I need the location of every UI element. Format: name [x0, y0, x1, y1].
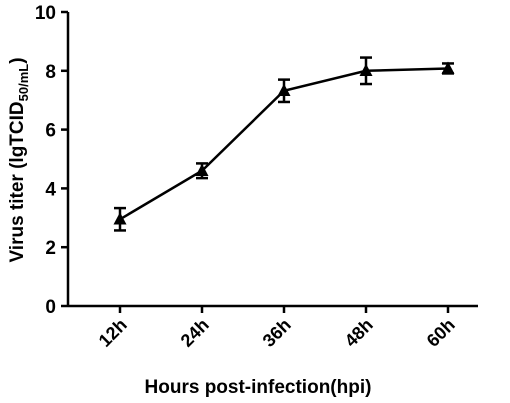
series-layer: [113, 56, 455, 232]
y-tick-label: 0: [45, 297, 56, 318]
data-point-triangle: [441, 61, 455, 74]
y-tick-label: 2: [45, 238, 56, 259]
y-axis-title: Virus titer (lgTCID50/mL): [7, 57, 31, 262]
y-tick-label: 8: [45, 62, 56, 83]
data-point-triangle: [113, 212, 127, 225]
axes: [66, 12, 478, 308]
data-point-triangle: [359, 63, 373, 77]
x-tick-label: 60h: [423, 315, 459, 351]
data-point-triangle: [277, 83, 291, 97]
x-tick-label: 12h: [95, 315, 131, 351]
data-point-triangle: [195, 163, 209, 177]
y-axis-title-sub: 50/mL: [16, 64, 31, 102]
y-axis-title-main: Virus titer (lgTCID: [7, 101, 28, 262]
y-tick-label: 10: [35, 3, 56, 24]
y-ticks: 0 2 4 6 8 10: [35, 3, 68, 318]
x-axis-title: Hours post-infection(hpi): [145, 377, 372, 398]
y-tick-label: 6: [45, 121, 56, 142]
y-tick-label: 4: [45, 179, 56, 200]
x-tick-label: 48h: [341, 315, 377, 351]
x-tick-label: 24h: [177, 315, 213, 351]
x-tick-label: 36h: [259, 315, 295, 351]
x-ticks: 12h 24h 36h 48h 60h: [95, 306, 459, 351]
y-axis-title-close: ): [7, 57, 28, 63]
